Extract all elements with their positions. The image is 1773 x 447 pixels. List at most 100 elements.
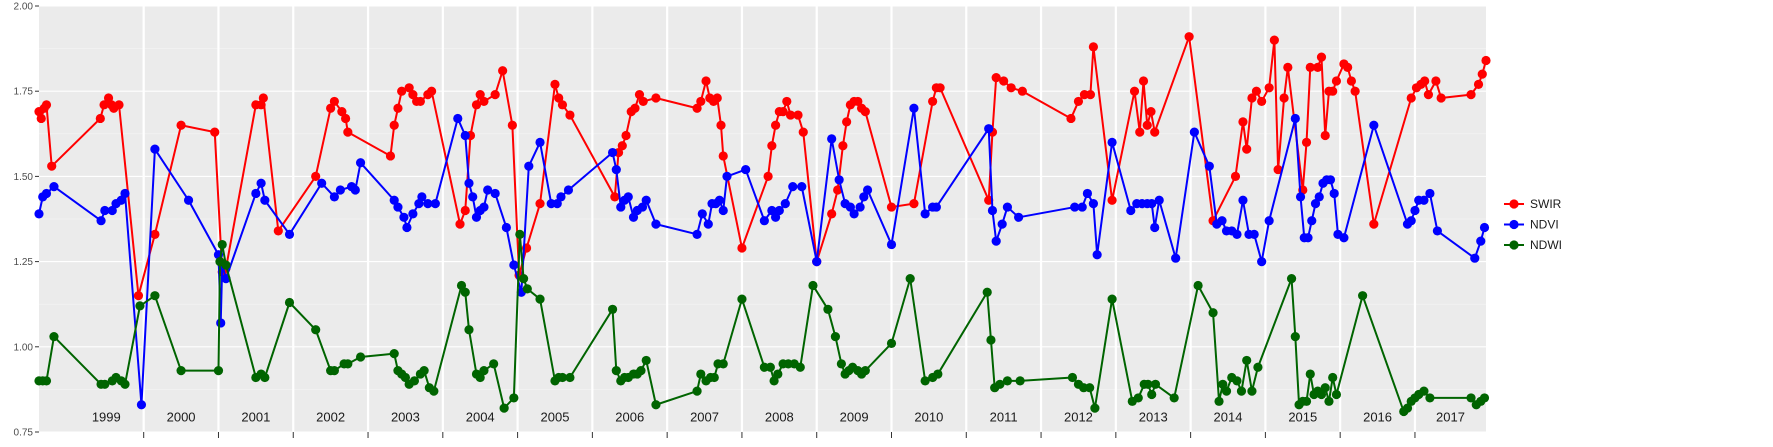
- data-point-ndvi: [335, 185, 345, 195]
- data-point-ndwi: [1419, 386, 1429, 396]
- data-point-ndwi: [557, 372, 568, 383]
- data-point-swir: [554, 93, 564, 103]
- data-point-ndwi: [795, 362, 805, 372]
- data-point-ndwi: [150, 291, 160, 301]
- data-point-ndwi: [1253, 362, 1263, 372]
- data-point-swir: [150, 229, 160, 239]
- data-point-ndvi: [556, 192, 566, 202]
- data-point-swir: [638, 96, 648, 107]
- year-labels: 1999 2000 2001 2002 2003 2004 2005 2006 2007 2008…: [92, 409, 1465, 424]
- data-point-ndwi: [830, 331, 841, 342]
- data-point-ndwi: [1002, 376, 1013, 386]
- data-point-swir: [1473, 79, 1484, 89]
- legend-item-ndvi: NDVI: [1504, 218, 1559, 232]
- data-point-ndwi: [886, 338, 897, 348]
- data-point-ndwi: [1090, 403, 1100, 413]
- series-ndwi: [34, 229, 1490, 417]
- data-point-ndwi: [773, 369, 783, 379]
- data-point-ndwi: [692, 386, 702, 396]
- data-point-ndvi: [96, 216, 106, 226]
- data-point-ndvi: [1314, 192, 1324, 202]
- data-point-ndwi: [737, 294, 747, 304]
- data-point-ndvi: [886, 239, 897, 250]
- data-point-ndvi: [812, 257, 822, 267]
- data-point-ndwi: [429, 386, 439, 396]
- data-point-swir: [1242, 144, 1252, 154]
- data-point-swir: [1269, 35, 1279, 45]
- data-point-swir: [95, 113, 105, 124]
- data-point-ndvi: [1419, 195, 1429, 205]
- data-point-swir: [1247, 93, 1257, 103]
- data-point-ndwi: [808, 280, 818, 291]
- data-point-ndvi: [1425, 188, 1435, 199]
- data-point-swir: [763, 171, 773, 181]
- year-label: 2003: [391, 409, 420, 424]
- data-point-ndvi: [423, 199, 433, 209]
- data-point-swir: [479, 96, 489, 107]
- year-label: 2007: [690, 409, 719, 424]
- data-point-swir: [498, 66, 508, 76]
- data-point-ndwi: [1479, 393, 1490, 403]
- data-point-swir: [490, 90, 500, 100]
- data-point-ndvi: [100, 205, 110, 216]
- data-point-ndvi: [1329, 188, 1339, 199]
- data-point-ndwi: [1286, 274, 1297, 284]
- data-point-ndvi: [468, 192, 478, 202]
- data-point-swir: [114, 100, 124, 110]
- data-point-ndwi: [515, 229, 525, 239]
- data-point-ndvi: [692, 229, 702, 239]
- data-point-swir: [1343, 62, 1353, 72]
- data-point-swir: [1431, 76, 1441, 86]
- data-point-ndwi: [769, 376, 779, 386]
- data-point-swir: [1017, 86, 1027, 96]
- data-point-swir: [415, 96, 425, 107]
- data-point-ndwi: [419, 366, 429, 376]
- data-point-ndvi: [1264, 216, 1274, 226]
- data-point-ndvi: [1290, 113, 1300, 124]
- y-tick-label: 1.50: [14, 172, 34, 183]
- year-label: 2011: [990, 409, 1018, 424]
- data-point-ndwi: [1425, 393, 1435, 403]
- data-point-ndwi: [221, 260, 231, 270]
- data-point-ndvi: [1479, 222, 1490, 233]
- data-point-ndwi: [641, 355, 651, 366]
- data-point-swir: [1088, 42, 1098, 52]
- data-point-ndvi: [1082, 188, 1093, 199]
- data-point-swir: [1142, 120, 1152, 130]
- data-point-swir: [1423, 90, 1434, 100]
- data-point-ndvi: [120, 188, 130, 199]
- data-point-ndvi: [788, 182, 798, 192]
- data-point-ndvi: [183, 195, 194, 205]
- data-point-ndvi: [1369, 120, 1379, 130]
- data-point-swir: [1279, 93, 1289, 103]
- data-point-ndvi: [116, 195, 126, 205]
- year-label: 2012: [1064, 409, 1093, 424]
- data-point-ndvi: [931, 202, 941, 212]
- data-point-ndvi: [1204, 161, 1214, 171]
- data-point-ndvi: [355, 158, 366, 168]
- data-point-ndwi: [1143, 379, 1153, 389]
- data-point-ndvi: [1077, 202, 1087, 212]
- data-point-ndwi: [49, 331, 59, 342]
- data-point-ndvi: [616, 202, 626, 212]
- data-point-swir: [1369, 219, 1379, 229]
- data-point-swir: [385, 151, 396, 161]
- data-point-ndwi: [836, 359, 846, 369]
- data-point-ndvi: [389, 195, 399, 205]
- year-label: 2002: [316, 409, 345, 424]
- data-point-ndwi: [1147, 389, 1157, 400]
- data-point-ndwi: [1320, 383, 1330, 393]
- data-point-ndvi: [1217, 216, 1227, 226]
- data-point-ndvi: [501, 222, 511, 233]
- data-point-swir: [273, 226, 283, 236]
- year-label: 2000: [167, 409, 196, 424]
- data-point-ndvi: [34, 209, 44, 219]
- data-point-swir: [1346, 76, 1356, 86]
- data-point-ndvi: [1406, 216, 1416, 226]
- year-label: 2014: [1214, 409, 1243, 424]
- data-point-ndwi: [120, 379, 130, 389]
- data-point-swir: [1150, 127, 1160, 137]
- data-point-ndvi: [1307, 216, 1317, 226]
- year-label: 2001: [241, 409, 270, 424]
